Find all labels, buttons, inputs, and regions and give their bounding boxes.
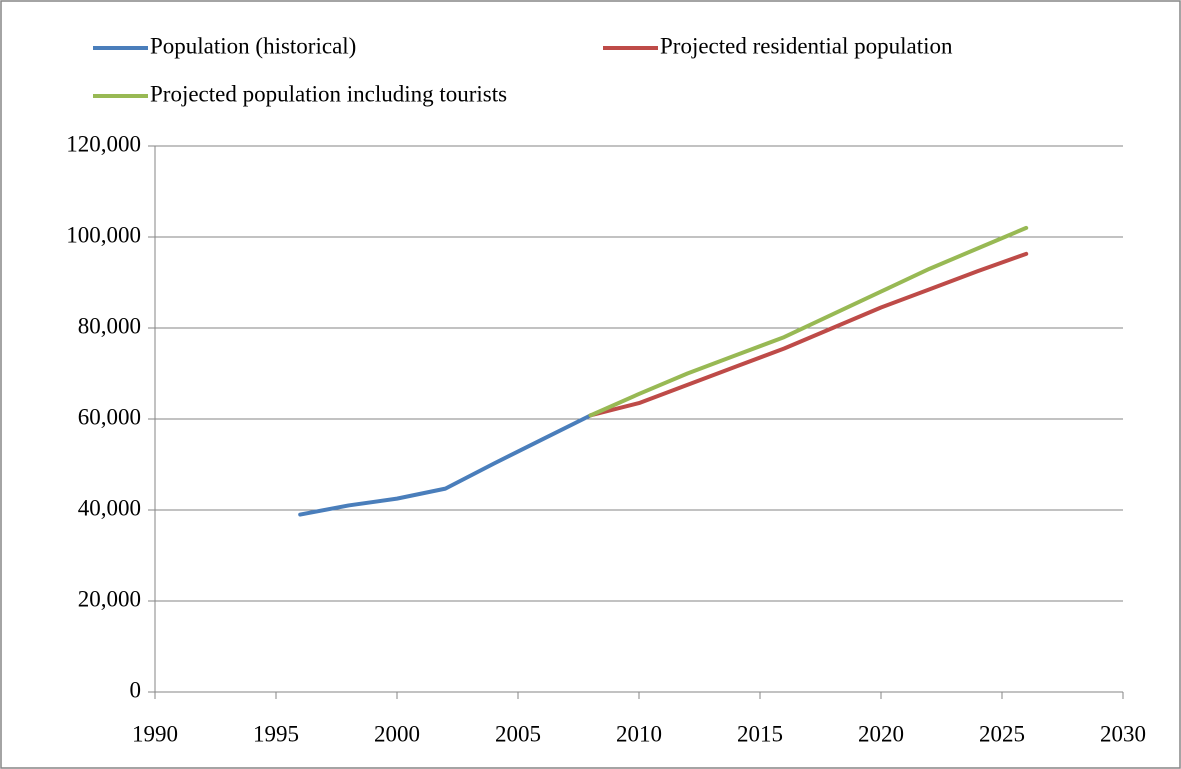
y-tick-label: 80,000 [78,313,141,338]
y-tick-label: 60,000 [78,404,141,429]
y-tick-label: 100,000 [66,222,141,247]
y-tick-label: 40,000 [78,495,141,520]
y-tick-label: 0 [130,677,142,702]
series-line [298,413,593,517]
x-tick-label: 2010 [616,721,662,746]
x-tick-label: 2005 [495,721,541,746]
y-tick-label: 20,000 [78,586,141,611]
x-tick-label: 2025 [979,721,1025,746]
legend-label: Population (historical) [150,33,356,58]
series-line [588,251,1029,418]
series-line [588,225,1029,418]
x-tick-label: 1995 [253,721,299,746]
x-tick-label: 2020 [858,721,904,746]
legend-label: Projected residential population [660,33,953,58]
x-tick-label: 2015 [737,721,783,746]
x-tick-label: 2000 [374,721,420,746]
x-tick-label: 1990 [132,721,178,746]
legend-label: Projected population including tourists [150,81,507,106]
x-tick-label: 2030 [1100,721,1146,746]
y-tick-label: 120,000 [66,131,141,156]
